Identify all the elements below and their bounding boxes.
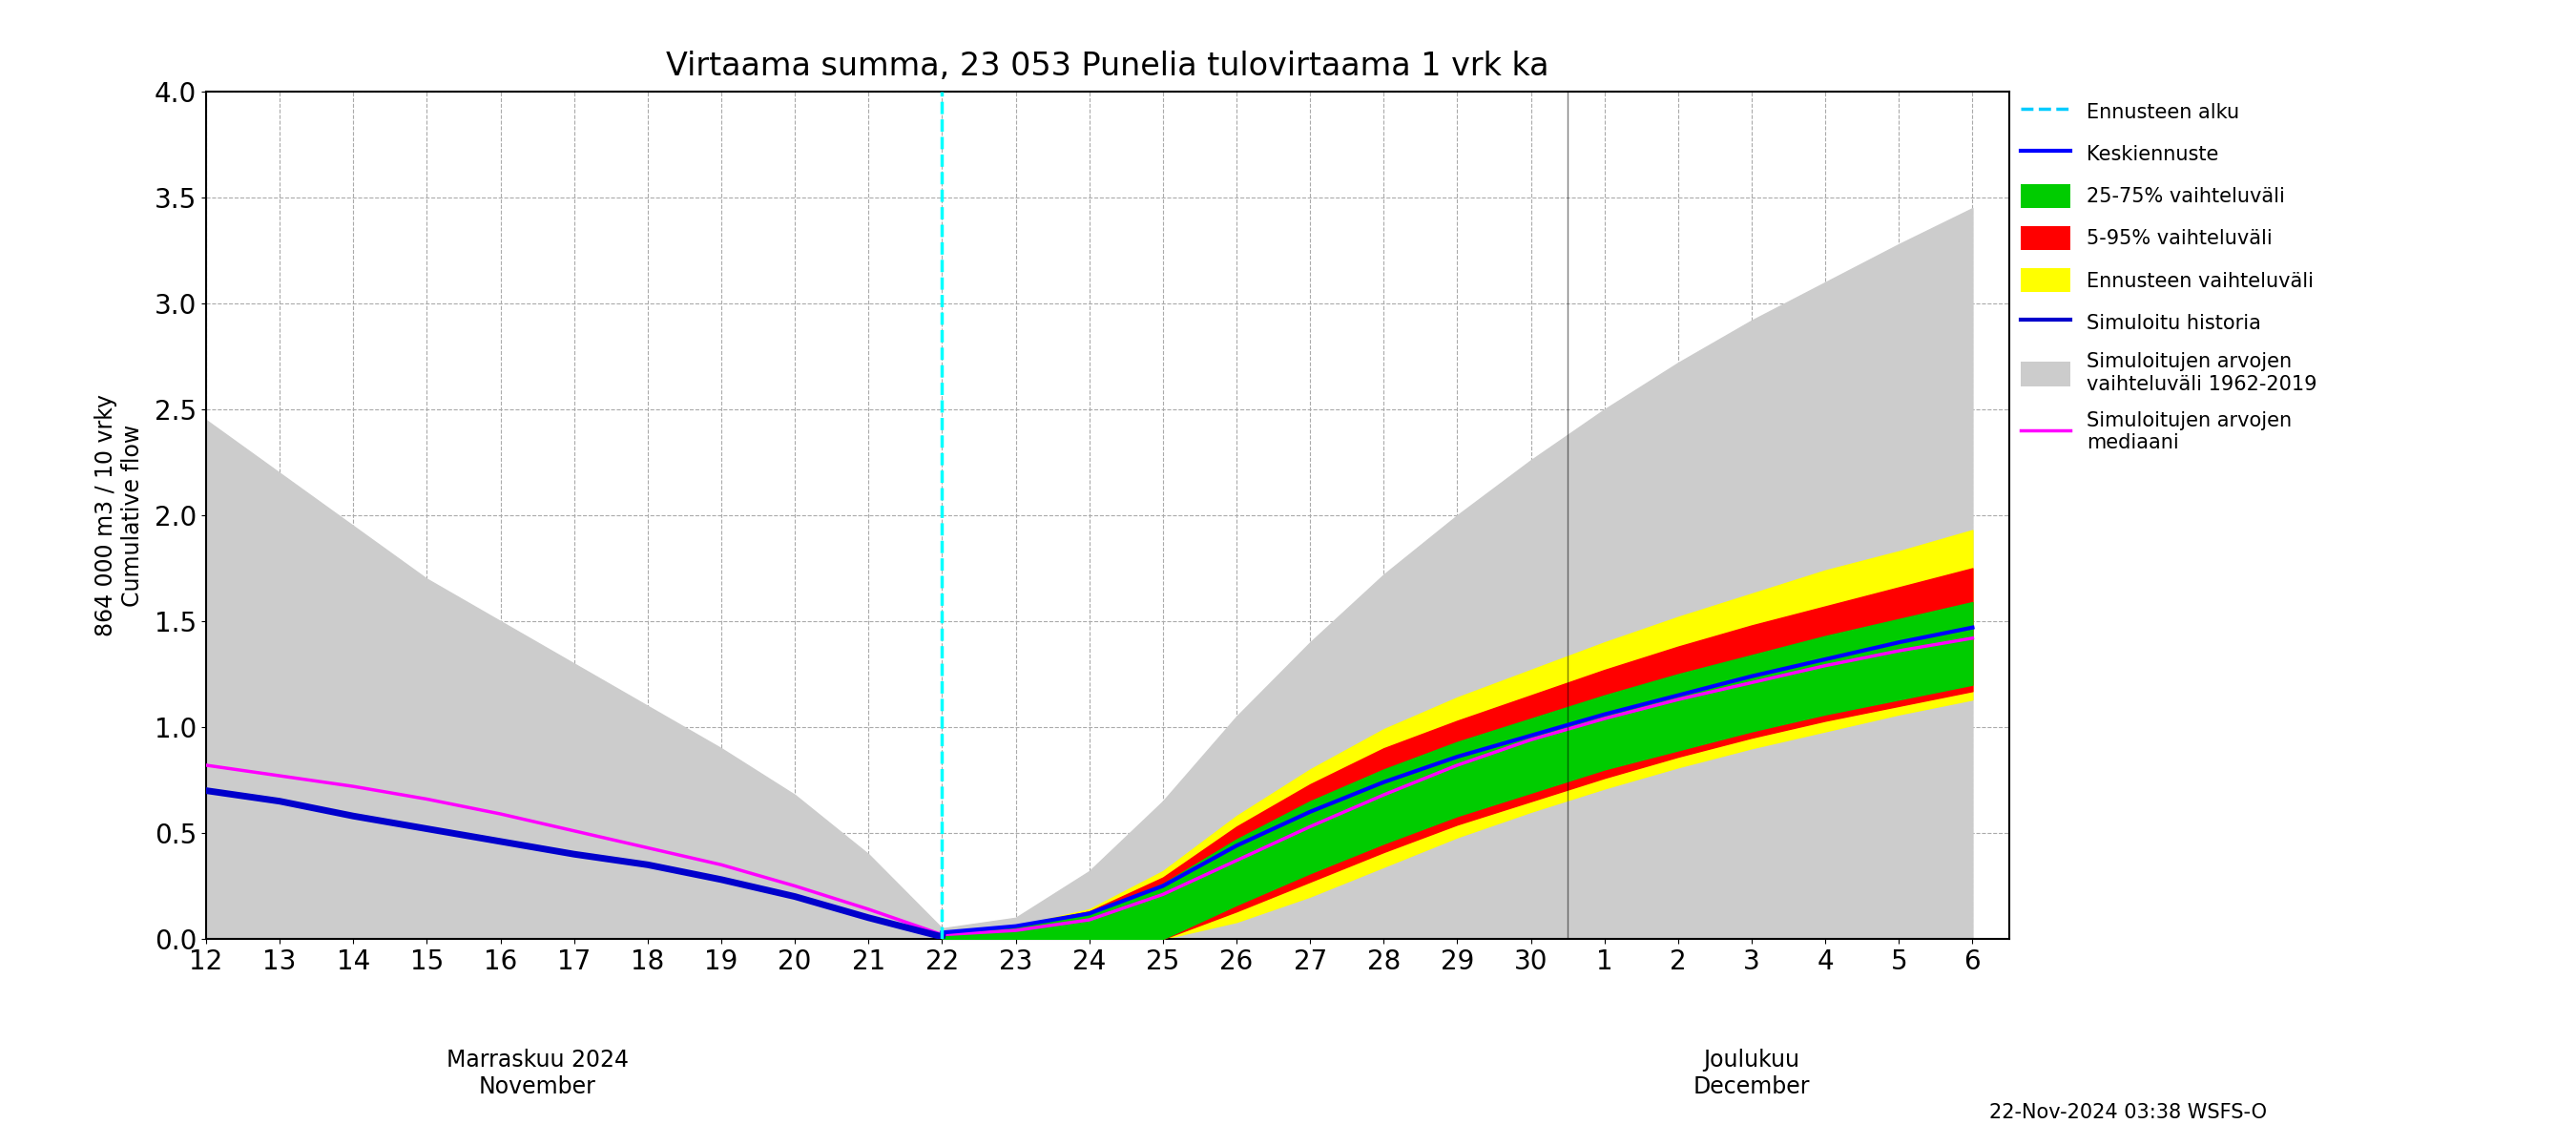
Text: Joulukuu
December: Joulukuu December: [1692, 1049, 1811, 1098]
Y-axis label: 864 000 m3 / 10 vrky
Cumulative flow: 864 000 m3 / 10 vrky Cumulative flow: [95, 394, 144, 637]
Text: Marraskuu 2024
November: Marraskuu 2024 November: [446, 1049, 629, 1098]
Legend: Ennusteen alku, Keskiennuste, 25-75% vaihteluväli, 5-95% vaihteluväli, Ennusteen: Ennusteen alku, Keskiennuste, 25-75% vai…: [2012, 92, 2324, 460]
Title: Virtaama summa, 23 053 Punelia tulovirtaama 1 vrk ka: Virtaama summa, 23 053 Punelia tulovirta…: [667, 50, 1548, 82]
Text: 22-Nov-2024 03:38 WSFS-O: 22-Nov-2024 03:38 WSFS-O: [1989, 1103, 2267, 1122]
